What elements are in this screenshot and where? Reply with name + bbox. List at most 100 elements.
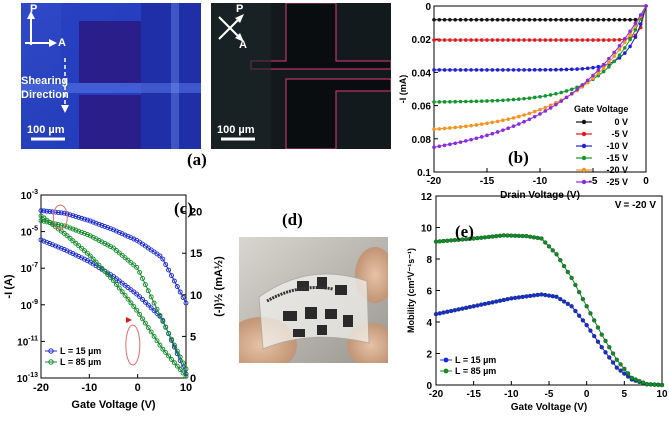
- data-point: [38, 237, 44, 243]
- data-point: [623, 46, 627, 50]
- data-point: [432, 68, 436, 72]
- data-point: [527, 17, 532, 22]
- data-point: [490, 17, 495, 22]
- data-point: [517, 122, 521, 126]
- data-point: [445, 238, 450, 243]
- data-point: [61, 223, 67, 229]
- data-point: [546, 244, 552, 249]
- data-point: [558, 258, 563, 263]
- data-point: [501, 233, 506, 238]
- data-point: [548, 67, 553, 72]
- data-point: [532, 114, 537, 119]
- data-point: [550, 248, 555, 253]
- data-point: [145, 302, 151, 308]
- data-point: [458, 68, 463, 72]
- data-point: [145, 288, 151, 294]
- data-point: [497, 233, 503, 238]
- data-point: [596, 38, 601, 42]
- data-point: [464, 38, 468, 42]
- data-point: [601, 69, 606, 74]
- data-point: [445, 309, 450, 314]
- data-point: [522, 119, 526, 124]
- data-point: [595, 339, 601, 344]
- data-point: [497, 298, 503, 303]
- data-point: [486, 234, 491, 240]
- data-point: [561, 299, 567, 304]
- data-point: [53, 243, 58, 249]
- x-tick-label: 0: [584, 389, 590, 400]
- data-point: [474, 136, 479, 141]
- data-point: [506, 98, 510, 102]
- data-point: [50, 209, 56, 215]
- data-point: [596, 64, 601, 69]
- x-axis-label: Gate Voltage (V): [71, 399, 155, 411]
- data-point: [134, 307, 140, 313]
- y-tick-label-right: 0: [190, 373, 196, 385]
- data-point: [554, 67, 558, 72]
- photo2-scale-label: 100 µm: [217, 124, 255, 136]
- data-point: [464, 17, 468, 22]
- data-point: [511, 38, 516, 42]
- data-point: [467, 304, 473, 310]
- data-point: [157, 342, 163, 348]
- data-point: [183, 300, 189, 306]
- data-point: [538, 68, 542, 72]
- series-line: [434, 5, 647, 21]
- data-point: [73, 227, 79, 233]
- data-point: [580, 297, 586, 302]
- data-point: [506, 68, 510, 72]
- direction-label: Direction: [21, 89, 69, 101]
- micrograph-2-svg: [211, 3, 391, 149]
- x-tick-label: 10: [180, 382, 192, 394]
- data-point: [628, 37, 632, 42]
- data-point: [433, 311, 439, 317]
- data-point: [174, 284, 180, 289]
- data-point: [111, 245, 116, 251]
- legend-marker: [581, 119, 587, 125]
- data-point: [177, 367, 183, 372]
- data-point: [539, 236, 544, 241]
- data-point: [113, 228, 119, 234]
- data-point: [154, 306, 160, 312]
- data-point: [38, 208, 44, 214]
- data-point: [501, 128, 505, 132]
- legend-label: L = 85 µm: [60, 357, 101, 367]
- data-point: [588, 328, 593, 333]
- series-1: [38, 213, 189, 379]
- data-point: [464, 139, 468, 143]
- data-point: [137, 269, 143, 275]
- data-point: [432, 17, 436, 22]
- data-point: [102, 224, 108, 229]
- data-point: [603, 350, 608, 355]
- series-0V: [432, 4, 648, 22]
- data-point: [453, 125, 457, 130]
- data-point: [591, 65, 595, 70]
- data-point: [610, 360, 616, 365]
- data-point: [505, 297, 510, 302]
- data-point: [617, 43, 622, 48]
- legend-marker: [443, 368, 449, 374]
- data-point: [122, 293, 128, 298]
- data-point: [516, 233, 522, 239]
- data-point: [554, 91, 558, 96]
- y-axis-label-right: (-I)½ (mA½): [213, 256, 225, 317]
- data-point: [528, 293, 533, 299]
- data-point: [618, 362, 623, 367]
- data-point: [64, 233, 70, 239]
- data-point: [622, 366, 627, 372]
- data-point: [612, 17, 616, 22]
- data-point: [474, 99, 479, 104]
- data-point: [469, 123, 473, 128]
- micrograph-polarized-1: P A Shearing Direction 100 µm: [21, 3, 201, 149]
- data-point: [595, 325, 601, 330]
- data-point: [125, 296, 131, 302]
- data-point: [458, 17, 463, 22]
- data-point: [131, 262, 137, 268]
- data-point: [38, 218, 44, 224]
- data-point: [561, 263, 567, 269]
- data-point: [527, 117, 532, 122]
- data-point: [580, 66, 585, 71]
- data-point: [108, 226, 114, 232]
- data-point: [511, 17, 516, 22]
- data-point: [501, 38, 505, 42]
